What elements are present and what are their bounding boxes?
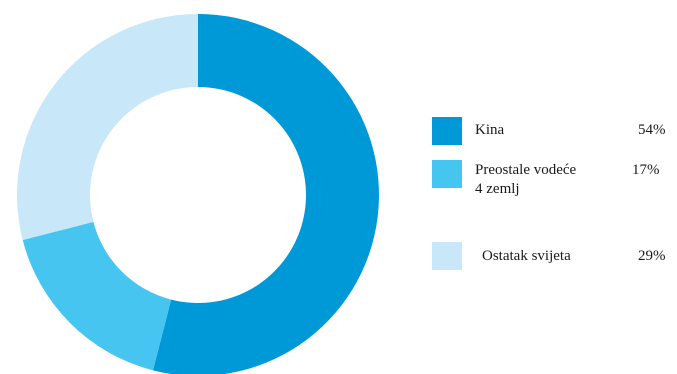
legend-value-ostatak: 29% xyxy=(638,248,666,264)
donut-slice-ostatak xyxy=(16,14,198,241)
legend-item-preostale: Preostale vodeće 4 zemlj 17% xyxy=(432,158,672,208)
legend-swatch-preostale xyxy=(432,160,462,188)
legend-swatch-ostatak xyxy=(432,242,462,270)
legend-item-kina: Kina 54% xyxy=(432,116,672,146)
legend-item-ostatak: Ostatak svijeta 29% xyxy=(432,242,672,272)
legend-label-preostale-line2: 4 zemlj xyxy=(475,181,520,197)
legend-label-preostale-line1: Preostale vodeće xyxy=(475,162,577,178)
donut-slice-kina xyxy=(152,14,379,374)
legend-value-kina: 54% xyxy=(638,122,666,138)
legend-label-ostatak: Ostatak svijeta xyxy=(482,248,571,264)
donut-slice-preostale xyxy=(22,221,172,371)
donut-chart xyxy=(16,14,379,374)
legend-value-preostale: 17% xyxy=(632,162,660,178)
legend-label-kina: Kina xyxy=(475,122,505,138)
legend-swatch-kina xyxy=(432,117,462,145)
